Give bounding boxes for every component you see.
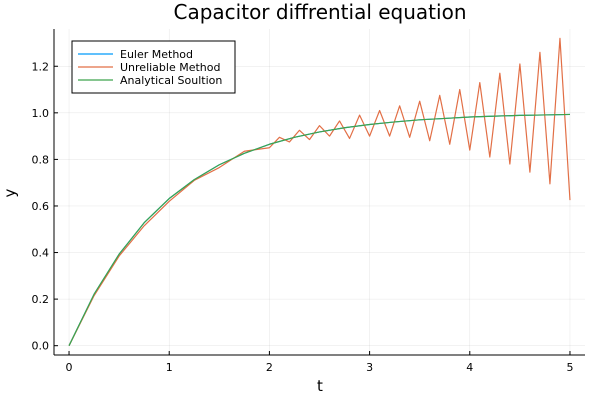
x-tick-label: 2 (266, 361, 273, 374)
y-tick-label: 0.2 (32, 293, 50, 306)
series-group (68, 37, 571, 346)
x-axis-label: t (317, 377, 323, 395)
legend-label-unreliable-method: Unreliable Method (120, 61, 220, 74)
series-line-unreliable-method (68, 37, 571, 346)
y-tick-label: 1.2 (32, 60, 50, 73)
y-axis-label: y (1, 188, 19, 197)
y-tick-label: 0.4 (32, 247, 50, 260)
x-tick-label: 4 (466, 361, 473, 374)
series-line-analytical-soultion (68, 113, 570, 346)
chart-title: Capacitor diffrential equation (174, 0, 467, 24)
y-tick-label: 0.8 (32, 153, 50, 166)
y-axis-ticks: 0.0 0.2 0.4 0.6 0.8 1.0 1.2 (32, 60, 58, 353)
series-line-euler-method (68, 113, 570, 346)
x-tick-label: 1 (166, 361, 173, 374)
x-tick-label: 5 (566, 361, 573, 374)
legend-label-analytical-soultion: Analytical Soultion (120, 74, 222, 87)
x-tick-label: 3 (366, 361, 373, 374)
y-tick-label: 0.6 (32, 200, 50, 213)
plot-frame (53, 29, 585, 356)
legend-label-euler-method: Euler Method (120, 48, 193, 61)
y-tick-label: 0.0 (32, 340, 50, 353)
y-tick-label: 1.0 (32, 107, 50, 120)
x-tick-label: 0 (66, 361, 73, 374)
x-axis-ticks: 0 1 2 3 4 5 (66, 351, 573, 374)
